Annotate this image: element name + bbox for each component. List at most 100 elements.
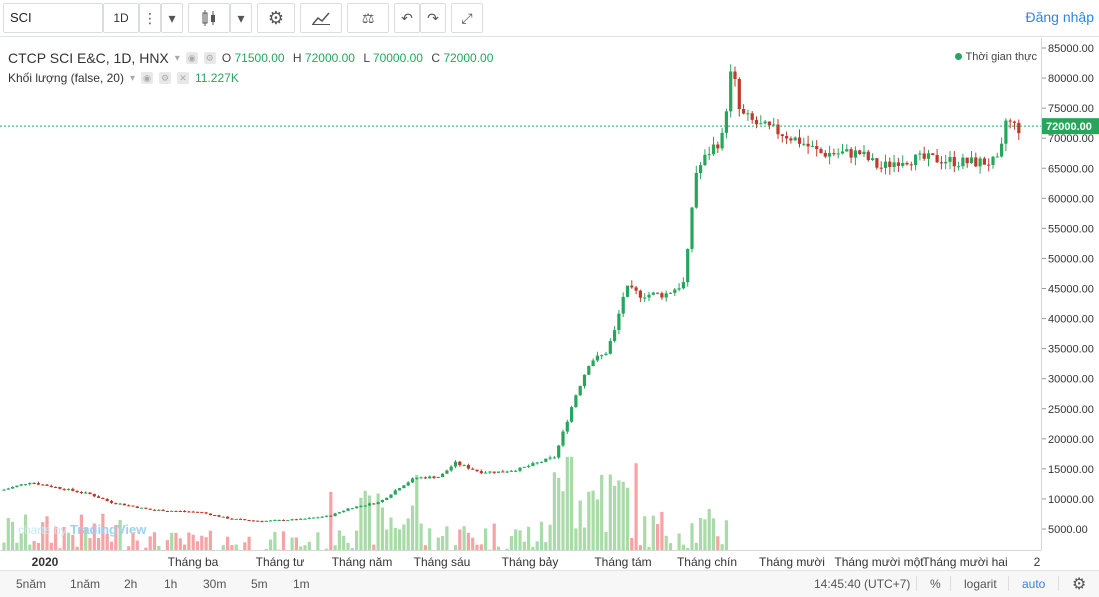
candle-body	[152, 509, 157, 511]
price-chart[interactable]	[0, 38, 1041, 550]
volume-bar	[200, 535, 204, 550]
candlestick-icon	[202, 10, 215, 26]
candle-body	[625, 285, 630, 297]
price-tick-label: 30000.00	[1048, 374, 1094, 386]
range-30m[interactable]: 30m	[203, 577, 227, 591]
volume-bar	[84, 527, 88, 550]
range-1y[interactable]: 1năm	[70, 577, 101, 591]
candle-body	[15, 485, 19, 487]
chevron-down-icon[interactable]: ▾	[161, 3, 183, 33]
candle-body	[926, 153, 931, 159]
candle-body	[832, 153, 836, 155]
candle-body	[114, 502, 118, 504]
chevron-down-icon[interactable]: ▾	[129, 72, 135, 84]
price-scale[interactable]: 85000.00 80000.00 75000.00 70000.00 65000.00…	[1041, 38, 1099, 550]
range-2h[interactable]: 2h	[124, 577, 138, 591]
price-tick-label: 25000.00	[1048, 404, 1094, 416]
time-axis[interactable]: 2020 Tháng ba Tháng tư Tháng năm Tháng sáu Th…	[0, 550, 1041, 570]
volume-bar	[187, 532, 191, 550]
volume-bar	[380, 507, 384, 550]
more-icon[interactable]: ⋮	[139, 3, 161, 33]
candle-body	[948, 157, 952, 162]
candle-body	[479, 471, 483, 474]
candle-body	[754, 119, 759, 125]
candle-body	[393, 490, 397, 495]
volume-bar	[23, 514, 28, 550]
time-tick-label: Tháng tư	[255, 555, 305, 569]
chevron-down-icon[interactable]: ▾	[174, 52, 180, 64]
price-tick-label: 70000.00	[1048, 133, 1094, 145]
volume-bar	[2, 542, 6, 550]
percent-toggle[interactable]: %	[930, 577, 941, 591]
candle-body	[92, 494, 96, 497]
undo-icon[interactable]: ↶	[394, 3, 420, 33]
volume-bar	[565, 456, 569, 550]
candle-body	[436, 477, 440, 479]
volume-bar	[699, 517, 703, 550]
interval-select[interactable]: 1D	[103, 3, 139, 33]
clock[interactable]: 14:45:40 (UTC+7)	[814, 577, 911, 591]
candle-body	[729, 71, 733, 112]
volume-bar	[372, 544, 376, 550]
login-link[interactable]: Đăng nhập	[1025, 9, 1094, 25]
candle-body	[170, 510, 174, 512]
settings-icon[interactable]: ⚙	[159, 72, 171, 84]
eye-icon[interactable]: ◉	[141, 72, 153, 84]
price-tick-label: 50000.00	[1048, 253, 1094, 265]
tradingview-watermark[interactable]: charts by TradingView	[18, 522, 147, 537]
volume-bar	[582, 527, 587, 550]
volume-bar	[66, 532, 71, 550]
range-5y[interactable]: 5năm	[16, 577, 47, 591]
fullscreen-icon[interactable]: ⤢	[451, 3, 483, 33]
candle-body	[686, 248, 690, 283]
redo-icon[interactable]: ↷	[420, 3, 446, 33]
settings-gear-icon[interactable]: ⚙	[1072, 576, 1087, 593]
volume-bar	[613, 485, 617, 550]
volume-bar	[281, 531, 286, 550]
range-1m[interactable]: 1m	[293, 577, 310, 591]
volume-bar	[608, 474, 612, 550]
volume-bar	[423, 545, 427, 550]
volume-bar	[376, 493, 380, 550]
candle-body	[273, 520, 277, 522]
volume-bar	[471, 537, 475, 550]
range-1h[interactable]: 1h	[164, 577, 178, 591]
indicators-icon[interactable]	[300, 3, 342, 33]
price-tick-label: 10000.00	[1048, 494, 1094, 506]
candle-body	[892, 162, 896, 168]
log-toggle[interactable]: logarit	[964, 577, 997, 591]
candle-body	[303, 518, 307, 520]
candle-body	[350, 508, 354, 510]
price-tick-label: 75000.00	[1048, 103, 1094, 115]
volume-bar	[479, 544, 483, 550]
chevron-down-icon[interactable]: ▾	[230, 3, 252, 33]
volume-legend: Khối lượng (false, 20) ▾ ◉ ⚙ ✕ 11.227K	[8, 71, 239, 85]
candle-body	[501, 471, 505, 473]
candle-body	[1004, 120, 1008, 144]
settings-icon[interactable]: ⚙	[203, 52, 216, 64]
candle-type-button[interactable]	[188, 3, 230, 33]
candle-body	[630, 285, 634, 288]
volume-bar	[178, 538, 182, 550]
candle-body	[505, 471, 509, 473]
volume-bar	[346, 542, 350, 550]
volume-bar	[398, 529, 402, 550]
compare-scale-icon[interactable]: ⚖	[347, 3, 389, 33]
volume-bar	[677, 533, 681, 550]
settings-gear-icon[interactable]: ⚙	[257, 3, 295, 33]
candle-body	[402, 485, 406, 489]
candle-body	[660, 293, 664, 298]
volume-bar	[462, 526, 466, 550]
candle-body	[582, 374, 587, 387]
candle-body	[1008, 120, 1012, 122]
symbol-input[interactable]: SCI	[3, 3, 103, 33]
candle-body	[6, 488, 10, 490]
candle-body	[716, 144, 720, 149]
candle-body	[363, 505, 367, 507]
auto-toggle[interactable]: auto	[1022, 577, 1046, 591]
volume-bar	[557, 477, 561, 550]
eye-icon[interactable]: ◉	[185, 52, 198, 64]
volume-bar	[350, 548, 354, 550]
close-icon[interactable]: ✕	[177, 72, 189, 84]
range-5m[interactable]: 5m	[251, 577, 268, 591]
